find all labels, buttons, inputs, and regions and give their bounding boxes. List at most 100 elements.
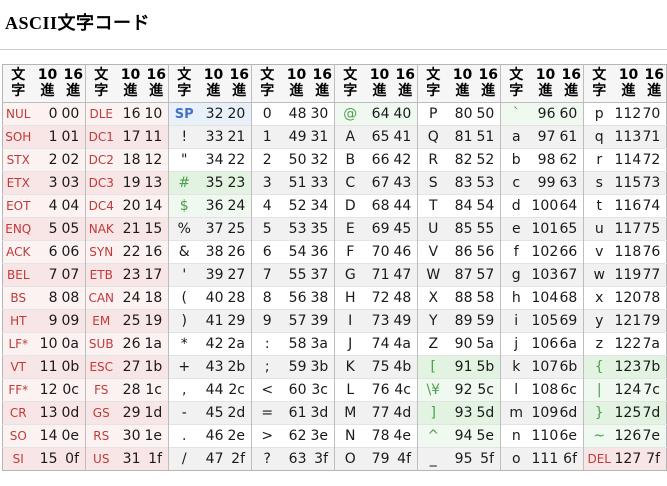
char-cell: = <box>251 401 283 425</box>
char-cell: c <box>500 171 532 195</box>
char-cell: RS <box>85 424 117 448</box>
char-cell: 7 <box>251 263 283 287</box>
char-cell: l <box>500 378 532 402</box>
hex-cell: 14 <box>144 194 169 218</box>
hex-cell: 08 <box>61 286 86 310</box>
dec-cell: 80 <box>448 102 477 126</box>
hex-cell: 59 <box>476 309 501 333</box>
dec-cell: 91 <box>448 355 477 379</box>
char-cell: b <box>500 148 532 172</box>
hex-cell: 77 <box>642 263 667 287</box>
char-cell: @ <box>334 102 366 126</box>
header-dec: 10 進 <box>116 64 145 103</box>
hex-cell: 26 <box>227 240 252 264</box>
hex-cell: 1b <box>144 355 169 379</box>
char-cell: { <box>583 355 615 379</box>
char-cell: DEL <box>583 447 615 471</box>
char-cell: SI <box>2 447 34 471</box>
hex-cell: 42 <box>393 148 418 172</box>
char-cell: s <box>583 171 615 195</box>
dec-cell: 0 <box>33 102 62 126</box>
dec-cell: 41 <box>199 309 228 333</box>
dec-cell: 93 <box>448 401 477 425</box>
table-row: BS 8 08 CAN 24 18(40 28 8 56 38 H 72 48 X 88 58 h 104 68 x 1… <box>2 286 667 310</box>
table-row: ETX 3 03 DC3 19 13 #35 23 3 51 33 C 67 43 S 83 53 c 99 63 s 1… <box>2 171 667 195</box>
hex-cell: 7f <box>642 447 667 471</box>
dec-cell: 32 <box>199 102 228 126</box>
table-row: FF* 12 0c FS 28 1c, 44 2c <60 3c L 76 4c \¥ 92 5c l 108 6c… <box>2 378 667 402</box>
hex-cell: 0a <box>61 332 86 356</box>
hex-cell: 50 <box>476 102 501 126</box>
hex-cell: 58 <box>476 286 501 310</box>
hex-cell: 48 <box>393 286 418 310</box>
hex-cell: 44 <box>393 194 418 218</box>
header-dec: 10 進 <box>282 64 311 103</box>
hex-cell: 04 <box>61 194 86 218</box>
char-cell: . <box>168 424 200 448</box>
hex-cell: 66 <box>559 240 584 264</box>
char-cell: 8 <box>251 286 283 310</box>
dec-cell: 35 <box>199 171 228 195</box>
header-hex: 16 進 <box>393 64 418 103</box>
dec-cell: 107 <box>531 355 560 379</box>
hex-cell: 19 <box>144 309 169 333</box>
hex-cell: 68 <box>559 286 584 310</box>
char-cell: ? <box>251 447 283 471</box>
hex-cell: 3b <box>310 355 335 379</box>
hex-cell: 57 <box>476 263 501 287</box>
table-row: ACK 6 06 SYN 22 16 & 38 26 6 54 36 F 70 46 V 86 56 f 102 66 v… <box>2 240 667 264</box>
char-cell: | <box>583 378 615 402</box>
dec-cell: 100 <box>531 194 560 218</box>
table-body: NUL 0 00 DLE 16 10 SP 32 20 0 48 30 @64 40 P 80 50 ` 96 60 p… <box>2 102 667 471</box>
dec-cell: 75 <box>365 355 394 379</box>
hex-cell: 75 <box>642 217 667 241</box>
dec-cell: 97 <box>531 125 560 149</box>
hex-cell: 69 <box>559 309 584 333</box>
hex-cell: 7b <box>642 355 667 379</box>
table-row: VT 11 0b ESC 27 1b +43 2b; 59 3b K 75 4b[91 5b k 107 6b{… <box>2 355 667 379</box>
hex-cell: 7d <box>642 401 667 425</box>
dec-cell: 69 <box>365 217 394 241</box>
hex-cell: 05 <box>61 217 86 241</box>
char-cell: J <box>334 332 366 356</box>
dec-cell: 2 <box>33 148 62 172</box>
char-cell: NUL <box>2 102 34 126</box>
char-cell: BS <box>2 286 34 310</box>
hex-cell: 1d <box>144 401 169 425</box>
divider <box>0 49 667 50</box>
dec-cell: 94 <box>448 424 477 448</box>
dec-cell: 82 <box>448 148 477 172</box>
hex-cell: 03 <box>61 171 86 195</box>
char-cell: [ <box>417 355 449 379</box>
hex-cell: 25 <box>227 217 252 241</box>
hex-cell: 2a <box>227 332 252 356</box>
hex-cell: 2d <box>227 401 252 425</box>
dec-cell: 51 <box>282 171 311 195</box>
dec-cell: 78 <box>365 424 394 448</box>
hex-cell: 45 <box>393 217 418 241</box>
char-cell: W <box>417 263 449 287</box>
dec-cell: 65 <box>365 125 394 149</box>
hex-cell: 00 <box>61 102 86 126</box>
dec-cell: 124 <box>614 378 643 402</box>
dec-cell: 6 <box>33 240 62 264</box>
char-cell: ) <box>168 309 200 333</box>
header-char: 文 字 <box>251 64 283 103</box>
dec-cell: 115 <box>614 171 643 195</box>
table-row: SI 15 0f US 31 1f/47 2f? 63 3f O 79 4f _ 95 5f o 111 6f DE… <box>2 447 667 471</box>
dec-cell: 53 <box>282 217 311 241</box>
dec-cell: 40 <box>199 286 228 310</box>
dec-cell: 73 <box>365 309 394 333</box>
hex-cell: 6f <box>559 447 584 471</box>
dec-cell: 50 <box>282 148 311 172</box>
hex-cell: 12 <box>144 148 169 172</box>
hex-cell: 54 <box>476 194 501 218</box>
hex-cell: 1c <box>144 378 169 402</box>
char-cell: u <box>583 217 615 241</box>
hex-cell: 35 <box>310 217 335 241</box>
char-cell: HT <box>2 309 34 333</box>
header-hex: 16 進 <box>310 64 335 103</box>
dec-cell: 17 <box>116 125 145 149</box>
hex-cell: 1a <box>144 332 169 356</box>
dec-cell: 109 <box>531 401 560 425</box>
